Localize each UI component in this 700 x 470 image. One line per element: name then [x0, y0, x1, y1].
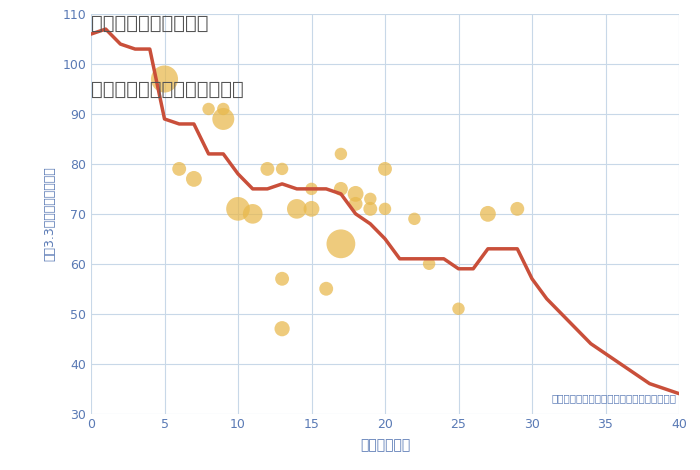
- Point: [276, 325, 288, 332]
- Point: [218, 115, 229, 123]
- Point: [276, 165, 288, 172]
- Text: 円の大きさは、取引のあった物件面積を示す: 円の大きさは、取引のあった物件面積を示す: [551, 393, 676, 404]
- Point: [218, 105, 229, 113]
- Point: [512, 205, 523, 212]
- Y-axis label: 坪（3.3㎡）単価（万円）: 坪（3.3㎡）単価（万円）: [43, 166, 57, 261]
- Point: [453, 305, 464, 313]
- Point: [335, 185, 346, 193]
- Point: [159, 75, 170, 83]
- Point: [232, 205, 244, 212]
- X-axis label: 築年数（年）: 築年数（年）: [360, 439, 410, 453]
- Point: [350, 200, 361, 208]
- Point: [379, 165, 391, 172]
- Point: [409, 215, 420, 223]
- Point: [291, 205, 302, 212]
- Point: [188, 175, 199, 183]
- Point: [335, 240, 346, 248]
- Point: [321, 285, 332, 292]
- Point: [203, 105, 214, 113]
- Text: 愛知県みよし市黒笹の: 愛知県みよし市黒笹の: [91, 14, 209, 33]
- Point: [365, 205, 376, 212]
- Point: [276, 275, 288, 282]
- Point: [306, 185, 317, 193]
- Point: [174, 165, 185, 172]
- Point: [247, 210, 258, 218]
- Point: [350, 190, 361, 197]
- Point: [262, 165, 273, 172]
- Point: [365, 195, 376, 203]
- Text: 築年数別中古マンション価格: 築年数別中古マンション価格: [91, 80, 244, 99]
- Point: [379, 205, 391, 212]
- Point: [424, 260, 435, 267]
- Point: [306, 205, 317, 212]
- Point: [335, 150, 346, 157]
- Point: [482, 210, 493, 218]
